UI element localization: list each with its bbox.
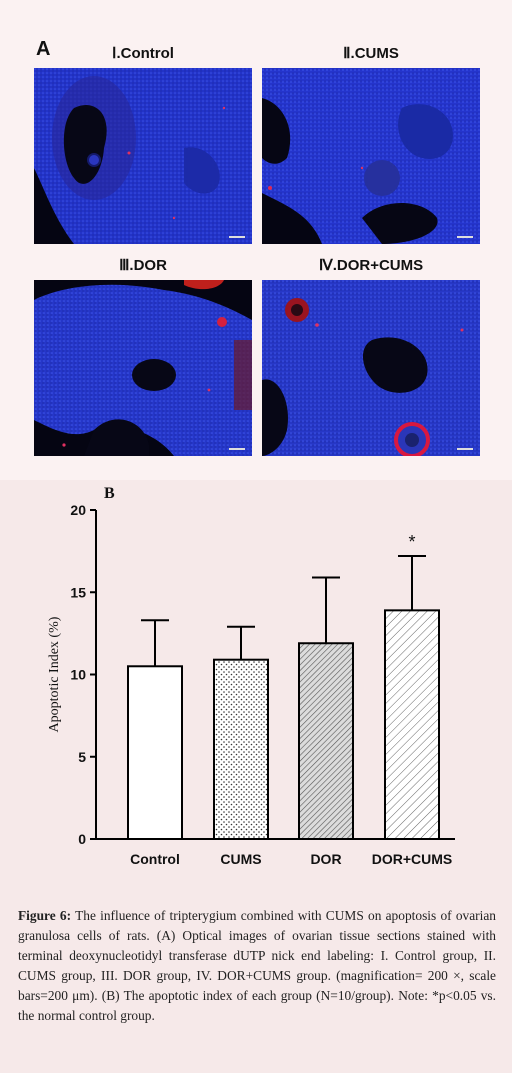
y-tick-label: 5: [78, 749, 86, 765]
y-tick-label: 10: [70, 667, 86, 683]
x-tick-label: DOR+CUMS: [372, 851, 453, 867]
apoptotic-index-bar-chart: B 0 5 10 15 20 * Control CUMS DOR DOR+CUMS Apop…: [47, 485, 455, 867]
bar-cums: [213, 658, 269, 840]
bar-dor-cums: [384, 609, 440, 840]
panel-b-chart: B 0 5 10 15 20 * Control CUMS DOR DOR+CUMS Apop…: [0, 478, 512, 898]
x-tick-label: Control: [130, 851, 180, 867]
bar-control: [127, 665, 183, 840]
image-title-cums: Ⅱ.CUMS: [343, 45, 399, 62]
y-tick-label: 15: [70, 584, 86, 600]
x-tick-label: CUMS: [220, 851, 261, 867]
tunel-image-cums: [262, 68, 480, 244]
y-axis-label: Apoptotic Index (%): [47, 616, 62, 732]
tunel-image-dor-cums: [262, 280, 480, 456]
x-tick-label: DOR: [310, 851, 341, 867]
panel-a: A Ⅰ.Control Ⅱ.CUMS Ⅲ.DOR Ⅳ.DOR+CUMS: [0, 0, 512, 480]
tunel-image-control: [34, 68, 252, 244]
image-title-control: Ⅰ.Control: [112, 45, 174, 62]
significance-marker: *: [408, 532, 415, 552]
caption-text: The influence of tripterygium combined w…: [18, 908, 496, 1023]
panel-b-letter: B: [104, 485, 115, 502]
panel-a-letter: A: [36, 38, 51, 60]
image-title-dor: Ⅲ.DOR: [119, 257, 167, 274]
image-title-dor-cums: Ⅳ.DOR+CUMS: [318, 257, 424, 274]
y-tick-label: 20: [70, 502, 86, 518]
tunel-image-dor: [34, 280, 252, 456]
y-tick-label: 0: [78, 831, 86, 847]
caption-label: Figure 6:: [18, 908, 72, 923]
figure-caption: Figure 6: The influence of tripterygium …: [18, 906, 496, 1026]
bar-dor: [298, 642, 354, 840]
